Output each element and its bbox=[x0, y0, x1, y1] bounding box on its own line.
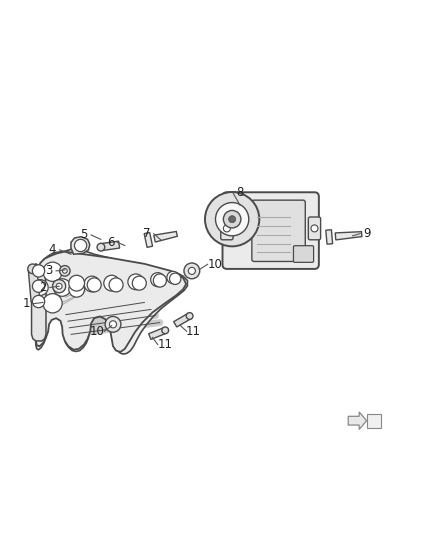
Circle shape bbox=[43, 262, 62, 281]
Text: 1: 1 bbox=[22, 297, 30, 310]
Circle shape bbox=[97, 243, 105, 251]
Text: 8: 8 bbox=[237, 187, 244, 199]
FancyBboxPatch shape bbox=[293, 246, 314, 262]
Circle shape bbox=[128, 274, 144, 290]
Polygon shape bbox=[36, 252, 186, 352]
FancyBboxPatch shape bbox=[308, 217, 321, 240]
Text: 2: 2 bbox=[39, 281, 47, 294]
Circle shape bbox=[229, 216, 236, 223]
Polygon shape bbox=[35, 249, 187, 354]
Circle shape bbox=[32, 280, 48, 295]
Circle shape bbox=[223, 225, 230, 232]
FancyBboxPatch shape bbox=[221, 217, 233, 240]
Circle shape bbox=[223, 211, 241, 228]
Polygon shape bbox=[348, 412, 367, 430]
Polygon shape bbox=[144, 232, 152, 247]
Circle shape bbox=[184, 263, 200, 279]
Circle shape bbox=[56, 283, 62, 289]
Polygon shape bbox=[148, 327, 166, 340]
Polygon shape bbox=[100, 241, 120, 251]
Circle shape bbox=[151, 273, 165, 287]
Circle shape bbox=[105, 317, 121, 332]
Text: 10: 10 bbox=[90, 325, 105, 338]
Circle shape bbox=[188, 268, 195, 274]
FancyBboxPatch shape bbox=[367, 414, 381, 427]
Circle shape bbox=[69, 281, 85, 297]
Circle shape bbox=[43, 294, 62, 313]
Circle shape bbox=[311, 225, 318, 232]
Text: 7: 7 bbox=[143, 227, 151, 240]
Circle shape bbox=[28, 264, 37, 273]
Text: 6: 6 bbox=[106, 236, 114, 249]
Text: 11: 11 bbox=[157, 338, 172, 351]
Circle shape bbox=[53, 280, 66, 293]
Polygon shape bbox=[32, 264, 46, 341]
Polygon shape bbox=[326, 230, 332, 244]
FancyBboxPatch shape bbox=[223, 192, 319, 269]
Text: 10: 10 bbox=[207, 258, 222, 271]
Polygon shape bbox=[71, 237, 90, 254]
Circle shape bbox=[32, 265, 45, 277]
Text: 11: 11 bbox=[186, 325, 201, 338]
Polygon shape bbox=[335, 232, 362, 240]
Circle shape bbox=[186, 313, 193, 319]
Polygon shape bbox=[28, 269, 40, 302]
Circle shape bbox=[205, 192, 259, 246]
Polygon shape bbox=[154, 231, 177, 242]
Circle shape bbox=[32, 295, 45, 308]
Text: 5: 5 bbox=[81, 229, 88, 241]
Polygon shape bbox=[173, 313, 191, 327]
Circle shape bbox=[215, 203, 249, 236]
Circle shape bbox=[53, 279, 71, 296]
Circle shape bbox=[104, 275, 120, 291]
Circle shape bbox=[110, 321, 117, 328]
Circle shape bbox=[63, 269, 67, 273]
Circle shape bbox=[132, 276, 146, 290]
Circle shape bbox=[167, 271, 179, 284]
FancyBboxPatch shape bbox=[252, 200, 305, 262]
Circle shape bbox=[170, 273, 181, 285]
Text: 4: 4 bbox=[49, 244, 57, 256]
Circle shape bbox=[162, 327, 169, 334]
Circle shape bbox=[153, 274, 166, 287]
Circle shape bbox=[69, 275, 85, 291]
Circle shape bbox=[74, 239, 87, 252]
Circle shape bbox=[109, 278, 123, 292]
Circle shape bbox=[87, 278, 101, 292]
Text: 3: 3 bbox=[46, 264, 53, 277]
Circle shape bbox=[60, 265, 70, 276]
Circle shape bbox=[84, 276, 100, 292]
Circle shape bbox=[32, 280, 45, 292]
Text: 9: 9 bbox=[363, 227, 371, 240]
